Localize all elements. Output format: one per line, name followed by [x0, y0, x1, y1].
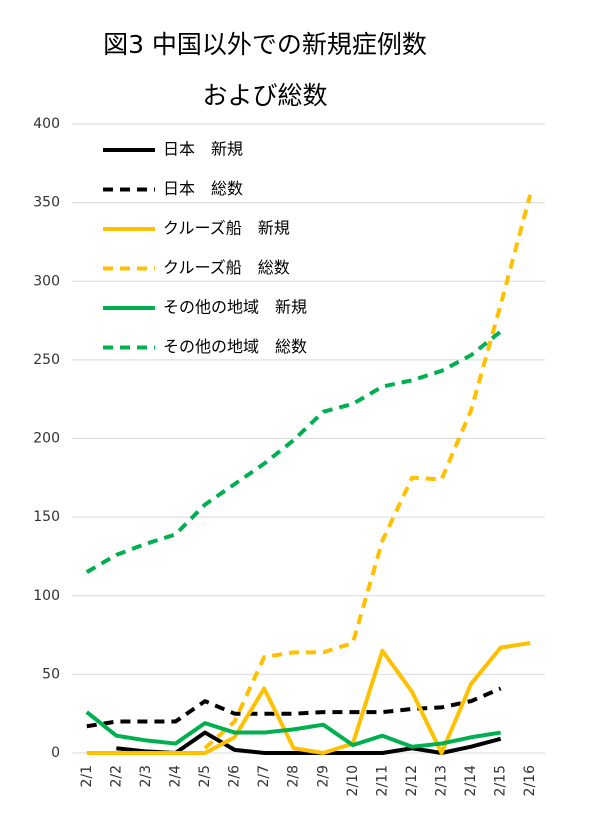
x-tick-label: 2/6: [227, 765, 243, 788]
series-line: [86, 686, 502, 729]
y-tick-label: 0: [51, 745, 60, 761]
y-tick-label: 300: [33, 273, 60, 289]
x-tick-label: 2/9: [315, 765, 331, 788]
x-tick-label: 2/14: [463, 765, 479, 797]
x-tick-label: 2/13: [434, 765, 450, 796]
series-line: [85, 710, 501, 749]
x-tick-label: 2/7: [256, 765, 272, 788]
legend-label: その他の地域 新規: [163, 298, 307, 317]
legend-label: 日本 新規: [163, 140, 243, 159]
y-tick-label: 50: [42, 666, 60, 682]
x-tick-label: 2/16: [522, 765, 538, 797]
chart-title: 図3 中国以外での新規症例数: [103, 30, 427, 59]
y-tick-label: 400: [33, 116, 60, 132]
x-tick-label: 2/11: [374, 765, 390, 796]
y-tick-label: 250: [33, 352, 60, 368]
x-tick-label: 2/4: [167, 765, 183, 788]
legend-label: その他の地域 総数: [163, 337, 307, 356]
x-tick-label: 2/5: [197, 765, 213, 788]
legend-label: 日本 総数: [163, 179, 243, 198]
series-line: [85, 330, 502, 574]
y-tick-label: 200: [33, 431, 60, 447]
x-tick-label: 2/2: [108, 765, 124, 788]
y-tick-label: 350: [33, 195, 60, 211]
series-line: [203, 194, 533, 750]
series-line: [116, 730, 502, 755]
chart-title: および総数: [202, 81, 327, 110]
x-tick-label: 2/15: [493, 765, 509, 796]
x-tick-label: 2/8: [286, 765, 302, 788]
x-tick-label: 2/12: [404, 765, 420, 796]
x-tick-label: 2/10: [345, 765, 361, 796]
x-tick-label: 2/3: [138, 765, 154, 788]
y-tick-label: 100: [33, 588, 60, 604]
series-line: [86, 640, 531, 755]
legend-label: クルーズ船 新規: [163, 219, 290, 238]
legend-label: クルーズ船 総数: [163, 258, 290, 277]
x-tick-label: 2/1: [79, 765, 95, 788]
y-tick-label: 150: [33, 509, 60, 525]
